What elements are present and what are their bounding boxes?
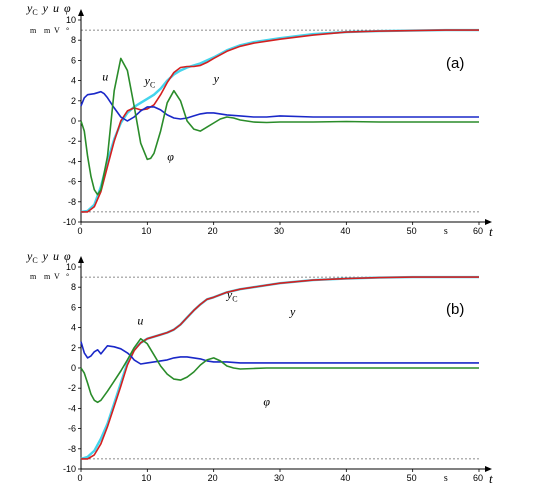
y-tick-label-6: -2 (68, 136, 76, 146)
y-tick-label-6: -2 (68, 383, 76, 393)
unit-label-1: m (44, 26, 51, 35)
y-tick-label-5: 0 (71, 363, 76, 373)
y-label-yc-sub: C (32, 8, 37, 17)
unit-label-2: V (54, 26, 60, 35)
y-label-u: u (53, 1, 59, 15)
y-label-u: u (53, 249, 59, 263)
x-axis-arrow (485, 466, 492, 472)
unit-label-0: m (30, 26, 37, 35)
x-tick-label-5: 50 (407, 473, 417, 483)
y-tick-label-3: 4 (71, 323, 76, 333)
x-tick-label-2: 20 (208, 473, 218, 483)
x-unit-label: s (444, 473, 448, 484)
curve-label-2: y (289, 304, 296, 318)
y-label-y: y (42, 1, 49, 15)
x-axis-arrow (485, 219, 492, 225)
y-label-phi: φ (64, 1, 71, 15)
y-label-phi: φ (64, 249, 71, 263)
x-axis-label: t (489, 224, 493, 239)
y-tick-label-7: -4 (68, 156, 76, 166)
curve-label-1: yC (144, 74, 156, 90)
x-tick-label-6: 60 (473, 473, 483, 483)
x-tick-label-5: 50 (407, 226, 417, 236)
series-yC-line (80, 28, 479, 214)
unit-label-3: ° (66, 272, 69, 281)
panel-label: (a) (446, 55, 464, 72)
x-tick-label-4: 40 (340, 473, 350, 483)
series-y-line (81, 29, 479, 213)
y-tick-label-10: -10 (63, 464, 76, 474)
y-tick-label-4: 2 (71, 343, 76, 353)
series-u-line (80, 90, 479, 122)
x-tick-label-4: 40 (340, 226, 350, 236)
curve-label-0: u (102, 70, 108, 84)
y-label-y: y (42, 249, 49, 263)
x-tick-label-2: 20 (208, 226, 218, 236)
y-tick-label-9: -8 (68, 444, 76, 454)
x-tick-label-6: 60 (473, 226, 483, 236)
x-tick-label-1: 10 (141, 226, 151, 236)
y-tick-label-2: 6 (71, 302, 76, 312)
y-tick-label-10: -10 (63, 217, 76, 227)
unit-label-2: V (54, 272, 60, 281)
curve-label-1: yC (226, 287, 238, 303)
y-label-yc-sub: C (32, 256, 37, 265)
unit-label-1: m (44, 272, 51, 281)
x-tick-label-3: 30 (274, 226, 284, 236)
y-tick-label-7: -4 (68, 403, 76, 413)
y-tick-label-0: 10 (66, 262, 76, 272)
series-phi-line (80, 57, 479, 196)
y-label-yc: y (26, 249, 33, 263)
curve-label-3: φ (167, 149, 174, 163)
y-tick-label-5: 0 (71, 116, 76, 126)
y-tick-label-8: -6 (68, 424, 76, 434)
y-axis-arrow (78, 256, 84, 263)
series-phi-line (80, 337, 479, 404)
x-tick-label-1: 10 (141, 473, 151, 483)
y-tick-label-2: 6 (71, 55, 76, 65)
unit-label-0: m (30, 272, 37, 281)
curve-label-0: u (137, 314, 143, 328)
y-axis-arrow (78, 9, 84, 16)
curve-label-2: y (213, 72, 220, 86)
panel-label: (b) (446, 301, 464, 318)
x-tick-label-0: 0 (77, 473, 82, 483)
y-tick-label-1: 8 (71, 35, 76, 45)
x-axis-label: t (489, 471, 493, 486)
y-tick-label-1: 8 (71, 282, 76, 292)
y-tick-label-3: 4 (71, 76, 76, 86)
y-tick-label-4: 2 (71, 96, 76, 106)
y-axis-label: yC y u φ (26, 249, 71, 265)
y-tick-label-9: -8 (68, 197, 76, 207)
x-unit-label: s (444, 226, 448, 237)
series-u-line (80, 341, 479, 365)
x-tick-label-0: 0 (77, 226, 82, 236)
y-tick-label-0: 10 (66, 15, 76, 25)
series-y-line (81, 276, 479, 460)
y-tick-label-8: -6 (68, 177, 76, 187)
y-label-yc: y (26, 1, 33, 15)
x-tick-label-3: 30 (274, 473, 284, 483)
unit-label-3: ° (66, 26, 69, 35)
y-axis-label: yC y u φ (26, 1, 71, 17)
curve-label-3: φ (263, 394, 270, 408)
